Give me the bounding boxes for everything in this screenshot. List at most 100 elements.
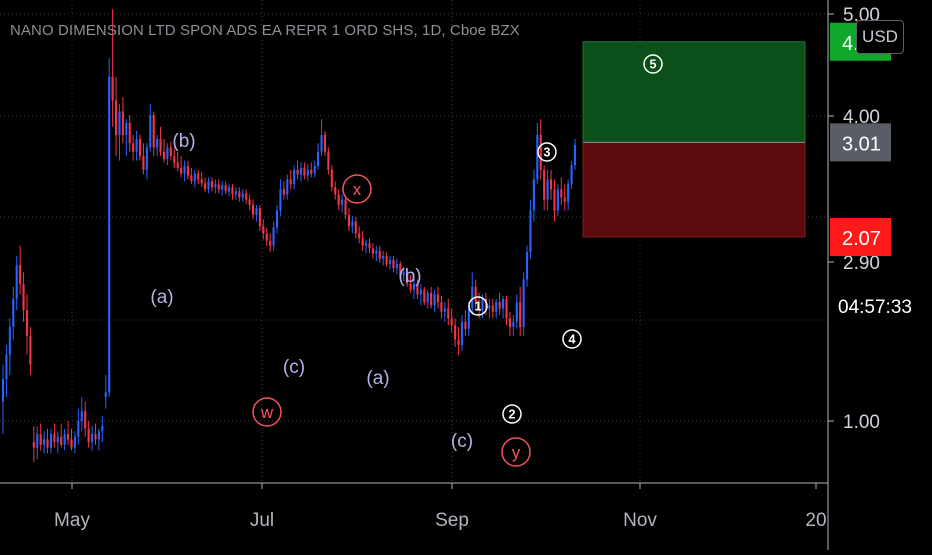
candle [495,299,498,319]
candle [464,310,467,336]
candle [214,179,217,194]
candle [426,289,429,309]
candle [238,187,241,202]
candle [491,299,494,319]
svg-text:Sep: Sep [435,510,469,531]
candle [286,174,289,200]
wave-label: (c) [451,431,473,452]
candle [255,204,258,222]
candle [282,181,285,200]
candle [416,279,419,300]
candle [84,401,87,437]
candle [70,428,73,451]
candle [241,189,244,202]
candle [193,169,196,188]
bar-countdown: 04:57:33 [838,297,912,318]
candle [231,184,234,200]
candle [508,311,511,336]
time-tick-label: 20 [805,483,827,531]
svg-text:May: May [54,510,90,531]
svg-text:2.07: 2.07 [842,228,881,250]
candle [125,119,128,157]
profit-zone[interactable] [582,41,806,143]
candle [8,318,11,375]
svg-text:3.01: 3.01 [842,133,881,155]
candle [12,286,15,340]
candle [505,295,508,326]
candle [409,275,412,293]
candle [365,239,368,254]
candle [87,421,90,448]
candle [251,199,255,220]
candle [43,431,46,454]
svg-text:2: 2 [509,408,516,422]
candle [334,181,337,200]
candle [303,162,306,180]
currency-button[interactable]: USD [856,20,904,54]
candle [406,269,409,287]
candle [512,315,515,336]
candle [32,426,35,463]
candle [265,227,268,246]
candle [15,256,18,311]
candle [337,189,340,211]
candle [156,134,159,157]
candle [474,279,477,311]
candle [272,221,275,251]
candle [293,165,296,190]
candle [447,299,450,326]
time-tick-label: Nov [623,483,657,531]
candle [440,295,443,319]
candle [522,272,525,336]
candle [145,143,148,180]
candle [121,97,124,144]
candle [159,126,162,157]
svg-text:4: 4 [569,333,576,347]
svg-text:04:57:33: 04:57:33 [838,297,912,318]
loss-zone[interactable] [582,141,806,238]
candles-layer [1,8,577,463]
candle [423,286,426,306]
candle [395,258,398,274]
candle [221,181,224,196]
candle [204,177,207,193]
price-scale[interactable]: 5.004.002.901.00 [828,5,880,433]
candle [183,160,186,182]
svg-text:y: y [512,443,521,462]
position-zones[interactable] [582,41,806,238]
candle [296,160,299,180]
candle [419,283,422,306]
candle [149,104,152,152]
candle [330,165,333,192]
candle [1,364,5,434]
candle [217,179,220,194]
symbol-title: NANO DIMENSION LTD SPON ADS EA REPR 1 OR… [10,22,520,39]
candle [382,250,385,266]
candle [162,138,166,163]
wave-label: y [501,437,531,467]
candle [190,167,193,185]
candle [207,177,210,194]
candle [269,233,272,253]
time-scale[interactable]: May Jul Sep Nov 20 [54,483,827,531]
candle [502,295,505,319]
candle [549,169,553,200]
candle [97,428,100,451]
candle [543,165,546,211]
candle [430,286,433,309]
candle [454,318,457,347]
wave-label: (a) [366,368,389,389]
candle [128,115,131,152]
candle [471,272,474,316]
time-tick-label: Jul [250,483,274,531]
candle [556,184,559,216]
wave-label: (b) [398,266,421,287]
candle [317,143,320,170]
candle [378,245,381,263]
price-badge-stop: 2.07 [830,218,891,257]
candle [392,256,395,273]
candle [29,327,32,375]
price-tick-label: 1.00 [828,412,880,433]
